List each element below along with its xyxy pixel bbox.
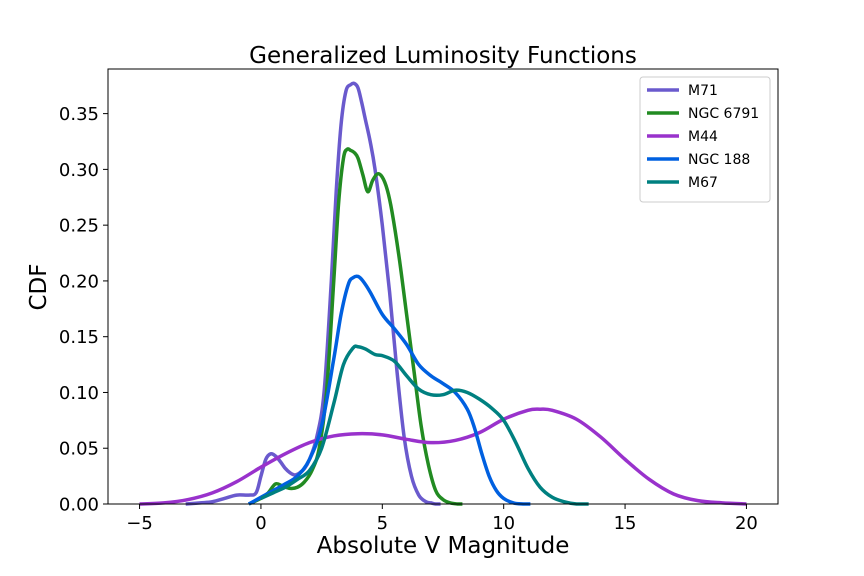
- series-line-5: [260, 344, 589, 506]
- y-axis: 0.00 0.05 0.10 0.15 0.20 0.25 0.30 0.35: [59, 104, 108, 516]
- legend-label-1: M71: [688, 83, 718, 99]
- legend-label-3: M44: [688, 129, 718, 145]
- x-tick-label: 0: [255, 513, 266, 534]
- x-tick-label: 20: [735, 513, 758, 534]
- y-tick-label: 0.05: [59, 439, 99, 460]
- x-axis: −5 0 5 10 15 20: [126, 504, 758, 534]
- y-tick-label: 0.00: [59, 495, 99, 516]
- series-line-2: [248, 147, 463, 506]
- plot-frame: [107, 68, 779, 505]
- series-line-1: [185, 81, 441, 506]
- x-tick-label: 5: [377, 513, 388, 534]
- y-axis-label: CDF: [26, 264, 52, 311]
- y-tick-label: 0.10: [59, 383, 99, 404]
- legend-label-2: NGC 6791: [688, 106, 759, 122]
- legend: M71 NGC 6791 M44 NGC 188 M67: [639, 76, 771, 203]
- x-tick-label: 15: [614, 513, 637, 534]
- x-tick-label: 10: [492, 513, 515, 534]
- y-tick-label: 0.15: [59, 327, 99, 348]
- y-tick-label: 0.20: [59, 271, 99, 292]
- y-tick-label: 0.30: [59, 160, 99, 181]
- x-axis-label: Absolute V Magnitude: [317, 533, 570, 559]
- legend-label-5: M67: [688, 175, 718, 191]
- legend-box: [639, 76, 771, 203]
- y-tick-label: 0.25: [59, 216, 99, 237]
- y-tick-label: 0.35: [59, 104, 99, 125]
- series-layer: [139, 81, 747, 506]
- series-line-4: [247, 274, 531, 506]
- legend-label-4: NGC 188: [688, 152, 750, 168]
- series-line-3: [139, 407, 747, 506]
- x-tick-label: −5: [126, 513, 153, 534]
- chart-title: Generalized Luminosity Functions: [249, 43, 637, 69]
